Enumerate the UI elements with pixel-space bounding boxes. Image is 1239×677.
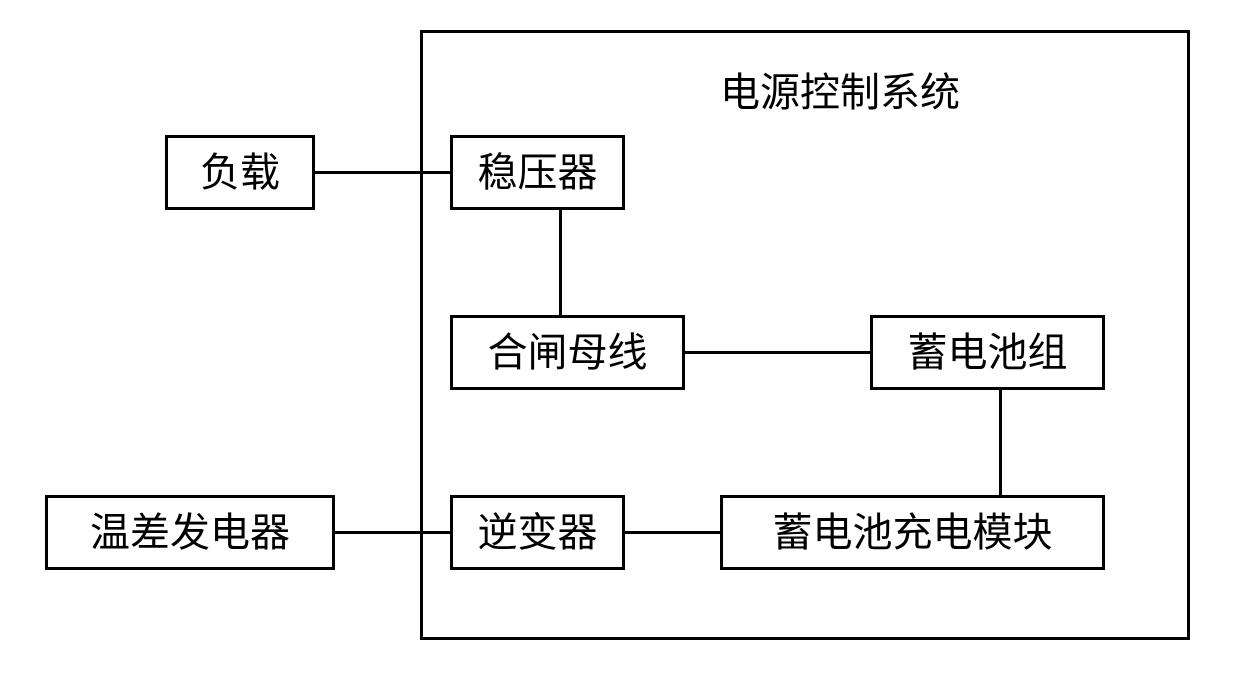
edge-inverter-chargemodule: [625, 531, 720, 534]
edge-busbar-battery: [685, 351, 870, 354]
edge-regulator-busbar: [559, 210, 562, 315]
node-battery-pack: 蓄电池组: [870, 315, 1105, 390]
node-inverter-label: 逆变器: [478, 513, 598, 553]
node-regulator-label: 稳压器: [478, 153, 598, 193]
edge-battery-chargemodule: [999, 390, 1002, 495]
edge-thermogen-inverter: [335, 531, 450, 534]
node-thermo-generator: 温差发电器: [45, 495, 335, 570]
edge-load-regulator: [315, 171, 450, 174]
node-battery-pack-label: 蓄电池组: [908, 333, 1068, 373]
node-thermo-generator-label: 温差发电器: [90, 513, 290, 553]
node-regulator: 稳压器: [450, 135, 625, 210]
diagram-canvas: 电源控制系统 负载 稳压器 合闸母线 蓄电池组 温差发电器 逆变器 蓄电池充电模…: [0, 0, 1239, 677]
node-load-label: 负载: [200, 153, 280, 193]
node-load: 负载: [165, 135, 315, 210]
system-title: 电源控制系统: [720, 60, 960, 118]
node-busbar-label: 合闸母线: [488, 333, 648, 373]
node-charge-module: 蓄电池充电模块: [720, 495, 1105, 570]
node-inverter: 逆变器: [450, 495, 625, 570]
node-charge-module-label: 蓄电池充电模块: [773, 513, 1053, 553]
node-busbar: 合闸母线: [450, 315, 685, 390]
